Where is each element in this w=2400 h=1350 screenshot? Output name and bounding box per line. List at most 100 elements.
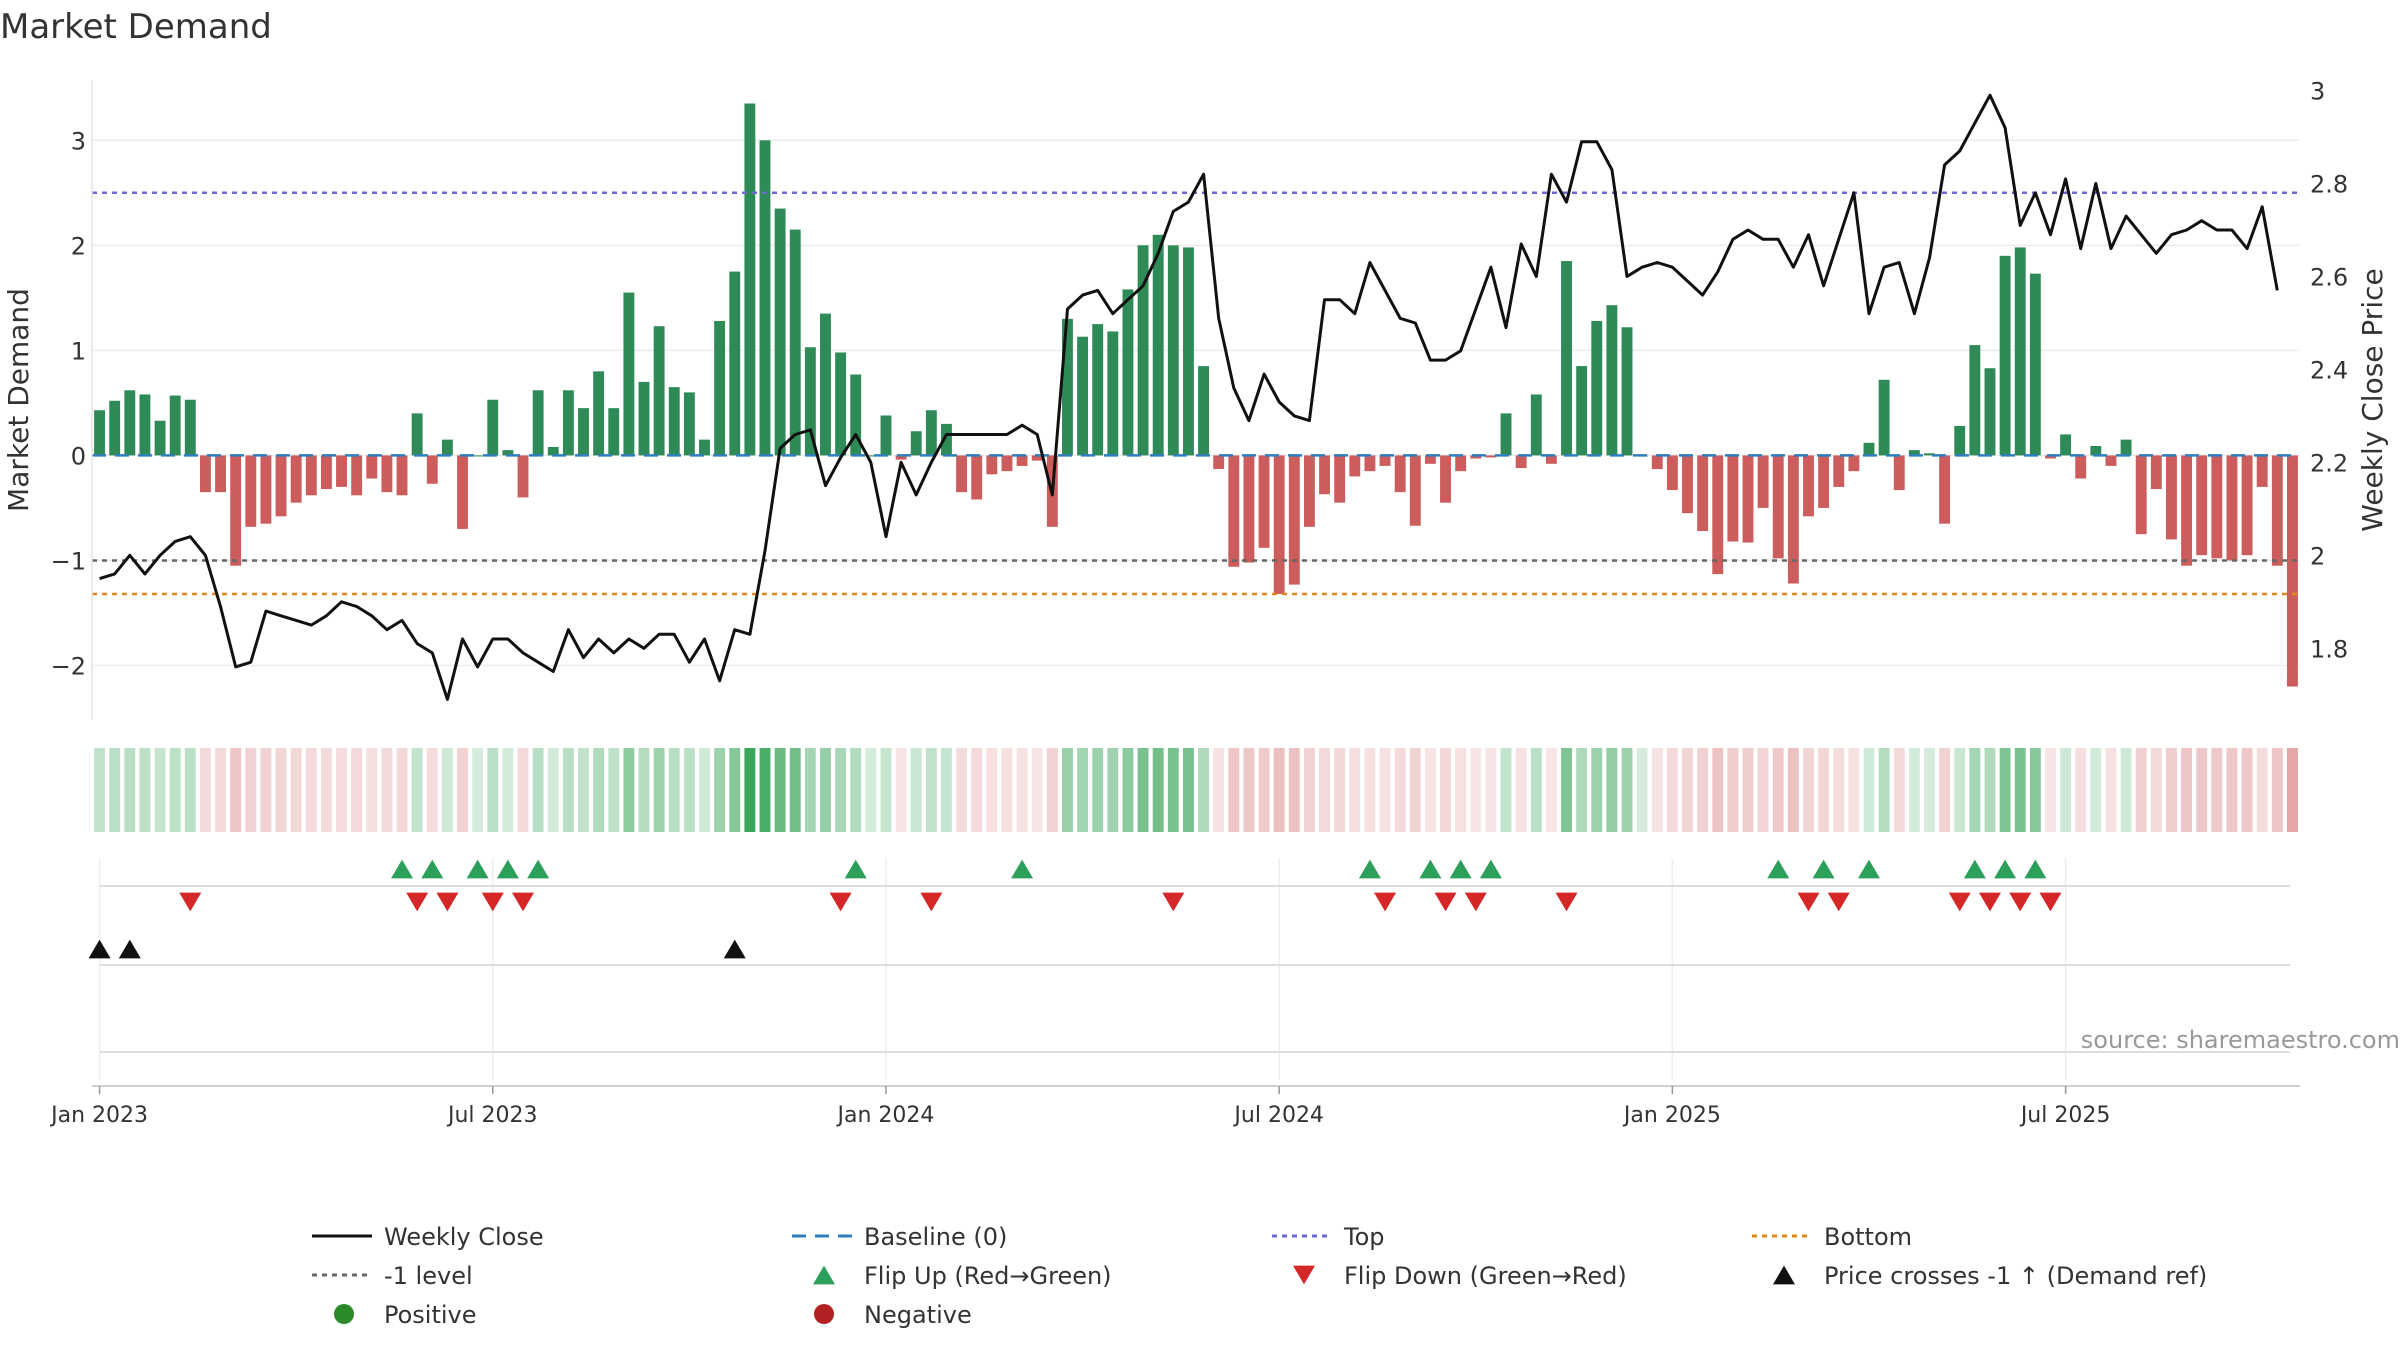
demand-bar-positive <box>683 392 695 456</box>
demand-bar-positive <box>1122 289 1134 456</box>
heat-cell <box>2090 748 2102 832</box>
demand-bar-negative <box>1485 455 1497 458</box>
heat-cell <box>1833 748 1845 832</box>
heat-cell <box>109 748 121 832</box>
heat-cell <box>1893 748 1905 832</box>
demand-bar-positive <box>835 352 847 456</box>
demand-bar-positive <box>1561 261 1572 456</box>
heat-cell <box>547 748 559 832</box>
demand-bar-negative <box>426 455 438 484</box>
demand-bar-negative <box>215 455 226 493</box>
heat-cell <box>2135 748 2147 832</box>
legend-swatch <box>814 1304 834 1324</box>
y-tick-label-right: 2.6 <box>2310 263 2348 291</box>
heat-cell <box>1424 748 1436 832</box>
demand-bar-positive <box>2060 434 2072 456</box>
heat-cell <box>260 748 272 832</box>
demand-bar-negative <box>1001 455 1013 472</box>
heat-cell <box>1243 748 1255 832</box>
heat-cell <box>336 748 347 832</box>
heat-cell <box>1924 748 1935 832</box>
demand-bars <box>94 103 2298 687</box>
heat-cell <box>1455 748 1467 832</box>
heat-cell <box>1182 748 1194 832</box>
heat-cell <box>502 748 514 832</box>
heat-cell <box>1999 748 2011 832</box>
heat-cell <box>910 748 922 832</box>
flip-up-marker <box>496 859 519 879</box>
heat-cell <box>169 748 181 832</box>
heat-cell <box>532 748 544 832</box>
demand-bar-positive <box>744 103 756 456</box>
demand-bar-negative <box>2211 455 2223 559</box>
heat-cell <box>1485 748 1497 832</box>
demand-bar-negative <box>1031 455 1043 461</box>
demand-bar-negative <box>396 455 408 496</box>
heat-cell <box>2075 748 2087 832</box>
flip-up-marker <box>1358 859 1381 879</box>
heat-cell <box>744 748 756 832</box>
demand-bar-positive <box>699 439 710 456</box>
heat-cell <box>1787 748 1799 832</box>
source-note: source: sharemaestro.com <box>2081 1026 2400 1054</box>
heat-cell <box>2150 748 2162 832</box>
demand-bar-negative <box>1288 455 1300 585</box>
flip-down-marker <box>1948 892 1971 912</box>
flip-down-marker <box>1464 892 1487 912</box>
legend-swatch <box>813 1265 835 1285</box>
heat-cell <box>774 748 786 832</box>
heat-cell <box>1969 748 1981 832</box>
demand-bar-positive <box>925 410 937 456</box>
demand-bar-negative <box>1409 455 1421 526</box>
heat-cell <box>1772 748 1784 832</box>
demand-bar-positive <box>865 455 877 457</box>
y-tick-label-left: −1 <box>51 547 86 575</box>
heat-cell <box>683 748 695 832</box>
heat-cell <box>1001 748 1013 832</box>
heat-cell <box>1954 748 1966 832</box>
heat-cell <box>1545 748 1557 832</box>
flip-down-marker <box>920 892 943 912</box>
heat-cell <box>1878 748 1890 832</box>
heat-cell <box>1152 748 1164 832</box>
heat-cell <box>1077 748 1089 832</box>
demand-bar-positive <box>1924 453 1935 456</box>
y-axis-label-right: Weekly Close Price <box>2356 268 2389 531</box>
demand-bar-positive <box>532 390 544 456</box>
heat-cell <box>1288 748 1300 832</box>
legend-label-negative: Negative <box>864 1301 972 1329</box>
demand-bar-negative <box>1833 455 1845 487</box>
x-tick-label: Jan 2023 <box>49 1103 148 1128</box>
demand-bar-positive <box>941 423 952 456</box>
flip-down-marker <box>1434 892 1457 912</box>
demand-bar-negative <box>1334 455 1346 503</box>
demand-bar-negative <box>2256 455 2268 487</box>
heat-cell <box>653 748 665 832</box>
demand-bar-positive <box>154 420 166 456</box>
legend-label-minus1: -1 level <box>384 1262 473 1290</box>
flip-up-marker <box>466 859 489 879</box>
legend-label-top: Top <box>1343 1223 1385 1251</box>
heat-cell <box>1908 748 1920 832</box>
heat-cell <box>1107 748 1119 832</box>
heat-cell <box>835 748 847 832</box>
heat-cell <box>1228 748 1240 832</box>
demand-bar-positive <box>804 347 816 456</box>
demand-bar-negative <box>517 455 529 498</box>
demand-bar-positive <box>1984 368 1996 456</box>
heat-cell <box>396 748 408 832</box>
demand-bar-negative <box>1258 455 1270 548</box>
demand-bar-positive <box>774 208 786 456</box>
heat-cell <box>215 748 226 832</box>
heat-cell <box>850 748 862 832</box>
demand-bar-negative <box>1455 455 1467 472</box>
demand-bar-negative <box>2135 455 2147 535</box>
heat-cell <box>275 748 287 832</box>
heat-cell <box>245 748 257 832</box>
flip-down-marker <box>1797 892 1820 912</box>
heat-cell <box>1379 748 1391 832</box>
heat-cell <box>1984 748 1996 832</box>
heat-cell <box>1863 748 1875 832</box>
heat-cell <box>1939 748 1951 832</box>
demand-bar-positive <box>714 320 726 456</box>
